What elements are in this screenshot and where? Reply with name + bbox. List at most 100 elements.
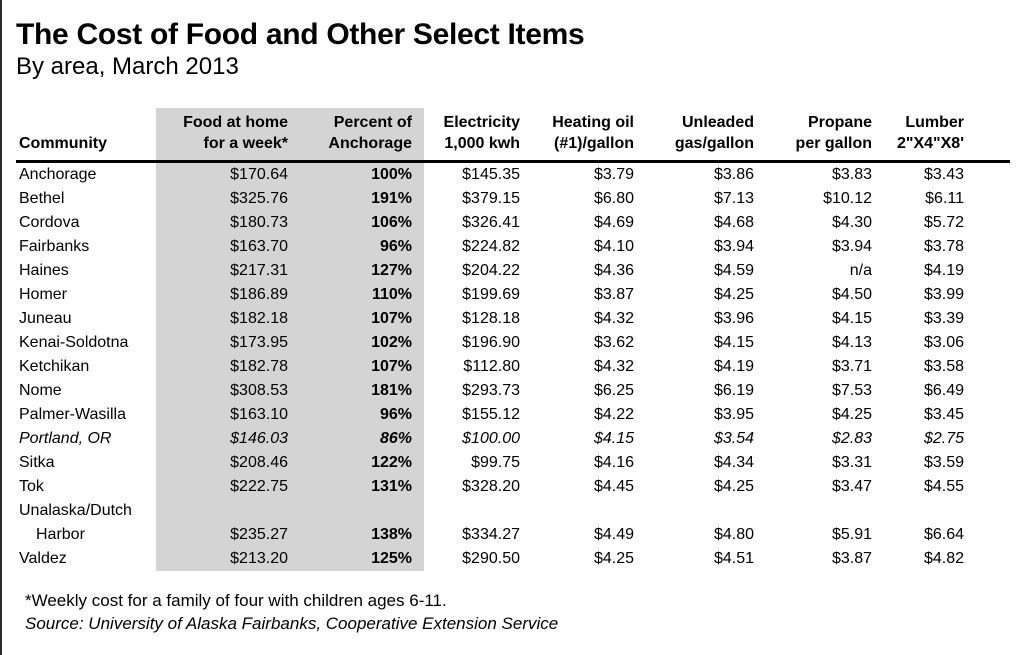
cell-heating_oil: $4.69 <box>593 214 634 232</box>
cell-electricity: $204.22 <box>462 262 520 280</box>
cell-propane: n/a <box>849 262 872 280</box>
cell-propane: $4.50 <box>831 286 872 304</box>
header-electricity: Electricity 1,000 kwh <box>443 114 520 153</box>
header-lumber: Lumber 2"X4"X8' <box>896 114 964 153</box>
cell-percent: 122% <box>302 451 424 476</box>
cell-percent: 181% <box>302 379 424 404</box>
footnote-weekly-cost: *Weekly cost for a family of four with c… <box>25 591 447 611</box>
cell-lumber: $4.19 <box>923 262 964 280</box>
cell-percent: 125% <box>302 547 424 572</box>
cell-food: $325.76 <box>156 187 302 212</box>
cell-percent: 131% <box>302 475 424 500</box>
cell-heating_oil: $3.87 <box>593 286 634 304</box>
cell-unleaded: $4.34 <box>713 454 754 472</box>
cell-community: Valdez <box>19 550 67 568</box>
header-community: Community <box>19 135 107 153</box>
cell-food: $163.10 <box>156 403 302 428</box>
cell-community: Ketchikan <box>19 358 90 376</box>
cell-food: $163.70 <box>156 235 302 260</box>
cell-unleaded: $4.25 <box>713 478 754 496</box>
cell-food: $217.31 <box>156 259 302 284</box>
cell-heating_oil: $4.10 <box>593 238 634 256</box>
cell-heating_oil: $4.22 <box>593 406 634 424</box>
cell-community: Fairbanks <box>19 238 90 256</box>
table-header-row: Community Food at home for a week* Perce… <box>16 108 1010 162</box>
cell-unleaded: $4.59 <box>713 262 754 280</box>
table-row: Portland, OR $146.03 86% $100.00 $4.15 $3.54 $… <box>16 427 1010 452</box>
cell-unleaded: $4.19 <box>713 358 754 376</box>
cell-electricity: $199.69 <box>462 286 520 304</box>
cell-lumber: $4.55 <box>923 478 964 496</box>
cell-community: Juneau <box>19 310 72 328</box>
cell-electricity: $99.75 <box>471 454 520 472</box>
cell-food: $173.95 <box>156 331 302 356</box>
table-row: Unalaska/Dutch Harbor $235.27 138% $334.27 $4… <box>16 499 1010 548</box>
cell-heating_oil: $4.49 <box>593 526 634 544</box>
cell-community: Sitka <box>19 454 55 472</box>
cell-unleaded: $3.94 <box>713 238 754 256</box>
cell-community: Unalaska/Dutch Harbor <box>19 502 132 544</box>
cell-propane: $3.87 <box>831 550 872 568</box>
cell-community: Tok <box>19 478 44 496</box>
cell-community: Palmer-Wasilla <box>19 406 126 424</box>
cell-unleaded: $4.15 <box>713 334 754 352</box>
cell-propane: $3.47 <box>831 478 872 496</box>
cell-percent: 107% <box>302 355 424 380</box>
cell-food: $182.78 <box>156 355 302 380</box>
cell-electricity: $328.20 <box>462 478 520 496</box>
cell-unleaded: $7.13 <box>713 190 754 208</box>
cell-propane: $10.12 <box>823 190 872 208</box>
cell-lumber: $3.99 <box>923 286 964 304</box>
table-row: Tok $222.75 131% $328.20 $4.45 $4.25 $3.47 $4.5… <box>16 475 1010 500</box>
cell-food: $213.20 <box>156 547 302 572</box>
cell-unleaded: $6.19 <box>713 382 754 400</box>
cell-percent: 106% <box>302 211 424 236</box>
cell-lumber: $3.78 <box>923 238 964 256</box>
cell-unleaded: $3.54 <box>713 430 754 448</box>
cell-unleaded: $4.68 <box>713 214 754 232</box>
cell-electricity: $155.12 <box>462 406 520 424</box>
cell-propane: $3.83 <box>831 166 872 184</box>
header-percent-of-anchorage: Percent of Anchorage <box>302 108 424 162</box>
cell-lumber: $4.82 <box>923 550 964 568</box>
cell-propane: $4.25 <box>831 406 872 424</box>
cell-electricity: $145.35 <box>462 166 520 184</box>
cell-electricity: $379.15 <box>462 190 520 208</box>
cell-community: Haines <box>19 262 69 280</box>
cell-heating_oil: $4.16 <box>593 454 634 472</box>
cell-heating_oil: $4.15 <box>593 430 634 448</box>
cell-propane: $3.31 <box>831 454 872 472</box>
cell-heating_oil: $6.80 <box>593 190 634 208</box>
table-row: Juneau $182.18 107% $128.18 $4.32 $3.96 $4.15 $… <box>16 307 1010 332</box>
cell-heating_oil: $4.32 <box>593 310 634 328</box>
cell-electricity: $196.90 <box>462 334 520 352</box>
cell-propane: $4.15 <box>831 310 872 328</box>
table-row: Sitka $208.46 122% $99.75 $4.16 $4.34 $3.31 $3.… <box>16 451 1010 476</box>
header-unleaded-gas: Unleaded gas/gallon <box>674 114 754 153</box>
cell-percent: 86% <box>302 427 424 452</box>
cell-electricity: $326.41 <box>462 214 520 232</box>
cell-electricity: $100.00 <box>462 430 520 448</box>
cell-propane: $7.53 <box>831 382 872 400</box>
cell-heating_oil: $4.36 <box>593 262 634 280</box>
cell-lumber: $6.64 <box>923 526 964 544</box>
cell-community: Kenai-Soldotna <box>19 334 129 352</box>
cell-electricity: $128.18 <box>462 310 520 328</box>
cell-percent: 100% <box>302 161 424 188</box>
cell-community: Nome <box>19 382 62 400</box>
cell-food: $222.75 <box>156 475 302 500</box>
table-row: Fairbanks $163.70 96% $224.82 $4.10 $3.94 $3.9… <box>16 235 1010 260</box>
cell-lumber: $3.59 <box>923 454 964 472</box>
cell-percent: 138% <box>302 499 424 548</box>
cell-food: $308.53 <box>156 379 302 404</box>
cell-unleaded: $3.96 <box>713 310 754 328</box>
cell-propane: $2.83 <box>831 430 872 448</box>
cell-lumber: $3.45 <box>923 406 964 424</box>
cell-food: $208.46 <box>156 451 302 476</box>
cell-food: $170.64 <box>156 161 302 188</box>
cell-community: Cordova <box>19 214 80 232</box>
cell-lumber: $2.75 <box>923 430 964 448</box>
cell-unleaded: $3.86 <box>713 166 754 184</box>
cell-food: $180.73 <box>156 211 302 236</box>
